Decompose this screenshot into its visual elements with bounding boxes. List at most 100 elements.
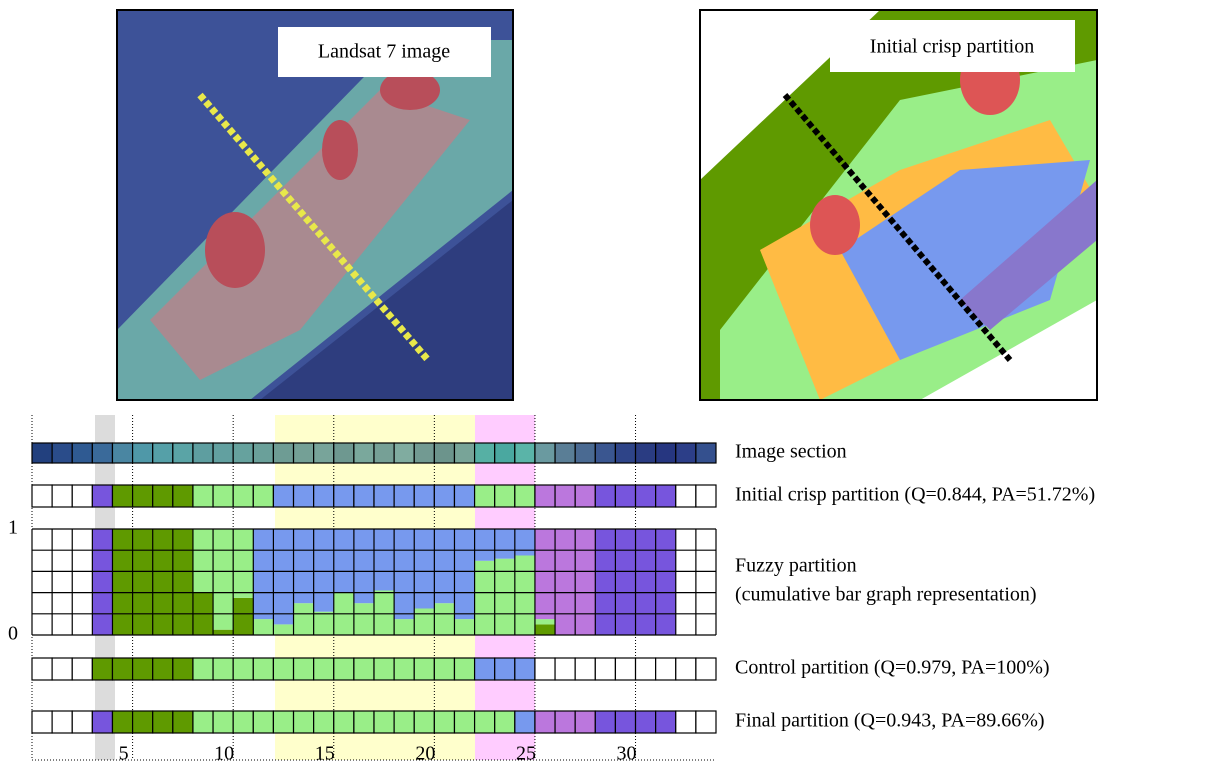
cell — [696, 658, 716, 680]
cell — [112, 658, 132, 680]
y-tick-label: 0 — [8, 623, 18, 645]
fuzzy-segment — [615, 529, 635, 635]
cell — [615, 658, 635, 680]
cell — [495, 658, 515, 680]
cell — [72, 711, 92, 733]
cell — [615, 711, 635, 733]
cell — [193, 485, 213, 507]
cell — [535, 443, 555, 463]
x-tick-label: 30 — [617, 743, 637, 765]
fuzzy-segment — [374, 529, 394, 590]
image-label: Initial crisp partition — [870, 36, 1034, 58]
cell — [133, 711, 153, 733]
row-label: (cumulative bar graph representation) — [735, 584, 1037, 606]
partition-image: Initial crisp partition — [700, 10, 1097, 400]
cell — [273, 711, 293, 733]
cell — [133, 485, 153, 507]
fuzzy-segment — [294, 603, 314, 635]
cell — [656, 711, 676, 733]
fuzzy-segment — [475, 529, 495, 561]
cell — [535, 658, 555, 680]
fuzzy-segment — [193, 529, 213, 593]
cell — [233, 711, 253, 733]
fuzzy-segment — [535, 619, 555, 624]
cell — [233, 485, 253, 507]
cell — [354, 658, 374, 680]
cell — [233, 658, 253, 680]
cell — [414, 443, 434, 463]
cell — [374, 711, 394, 733]
cell — [354, 711, 374, 733]
cell — [575, 711, 595, 733]
cell — [32, 658, 52, 680]
cell — [434, 485, 454, 507]
cell — [495, 443, 515, 463]
cell — [294, 658, 314, 680]
cell — [454, 658, 474, 680]
cell — [555, 658, 575, 680]
cell — [133, 443, 153, 463]
cell — [656, 658, 676, 680]
cell — [173, 658, 193, 680]
cell — [153, 658, 173, 680]
cell — [394, 443, 414, 463]
landsat-image: Landsat 7 image — [117, 10, 513, 400]
cell — [696, 485, 716, 507]
cell — [595, 711, 615, 733]
cell — [153, 485, 173, 507]
cell — [475, 443, 495, 463]
cell — [294, 711, 314, 733]
row-label: Initial crisp partition (Q=0.844, PA=51.… — [735, 484, 1095, 506]
cell — [32, 443, 52, 463]
x-tick-label: 25 — [516, 743, 536, 765]
cell — [32, 485, 52, 507]
cell — [414, 658, 434, 680]
cell — [696, 711, 716, 733]
fuzzy-segment — [213, 630, 233, 635]
cell — [72, 443, 92, 463]
cell — [595, 485, 615, 507]
cell — [475, 711, 495, 733]
fuzzy-segment — [374, 590, 394, 635]
cell — [253, 711, 273, 733]
cell — [656, 443, 676, 463]
fuzzy-segment — [314, 529, 334, 612]
cell — [434, 658, 454, 680]
fuzzy-segment — [394, 529, 414, 619]
cell — [354, 443, 374, 463]
cell — [475, 658, 495, 680]
cell — [535, 711, 555, 733]
cell — [334, 658, 354, 680]
fuzzy-segment — [273, 624, 293, 635]
cell — [294, 485, 314, 507]
row-label: Control partition (Q=0.979, PA=100%) — [735, 657, 1050, 679]
cell — [414, 485, 434, 507]
cell — [656, 485, 676, 507]
cell — [454, 443, 474, 463]
cell — [253, 443, 273, 463]
cell — [434, 443, 454, 463]
cell — [454, 485, 474, 507]
cell — [575, 443, 595, 463]
cell — [253, 658, 273, 680]
cell — [133, 658, 153, 680]
cell — [253, 485, 273, 507]
cell — [636, 658, 656, 680]
cell — [696, 443, 716, 463]
cell — [72, 485, 92, 507]
fuzzy-segment — [233, 598, 253, 635]
cell — [334, 485, 354, 507]
fuzzy-segment — [334, 529, 354, 593]
cell — [555, 443, 575, 463]
cell — [334, 443, 354, 463]
cell — [213, 485, 233, 507]
fuzzy-segment — [153, 529, 173, 635]
cell — [153, 711, 173, 733]
cell — [72, 658, 92, 680]
fuzzy-segment — [253, 529, 273, 619]
cell — [615, 485, 635, 507]
cell — [354, 485, 374, 507]
cell — [676, 485, 696, 507]
cell — [595, 658, 615, 680]
